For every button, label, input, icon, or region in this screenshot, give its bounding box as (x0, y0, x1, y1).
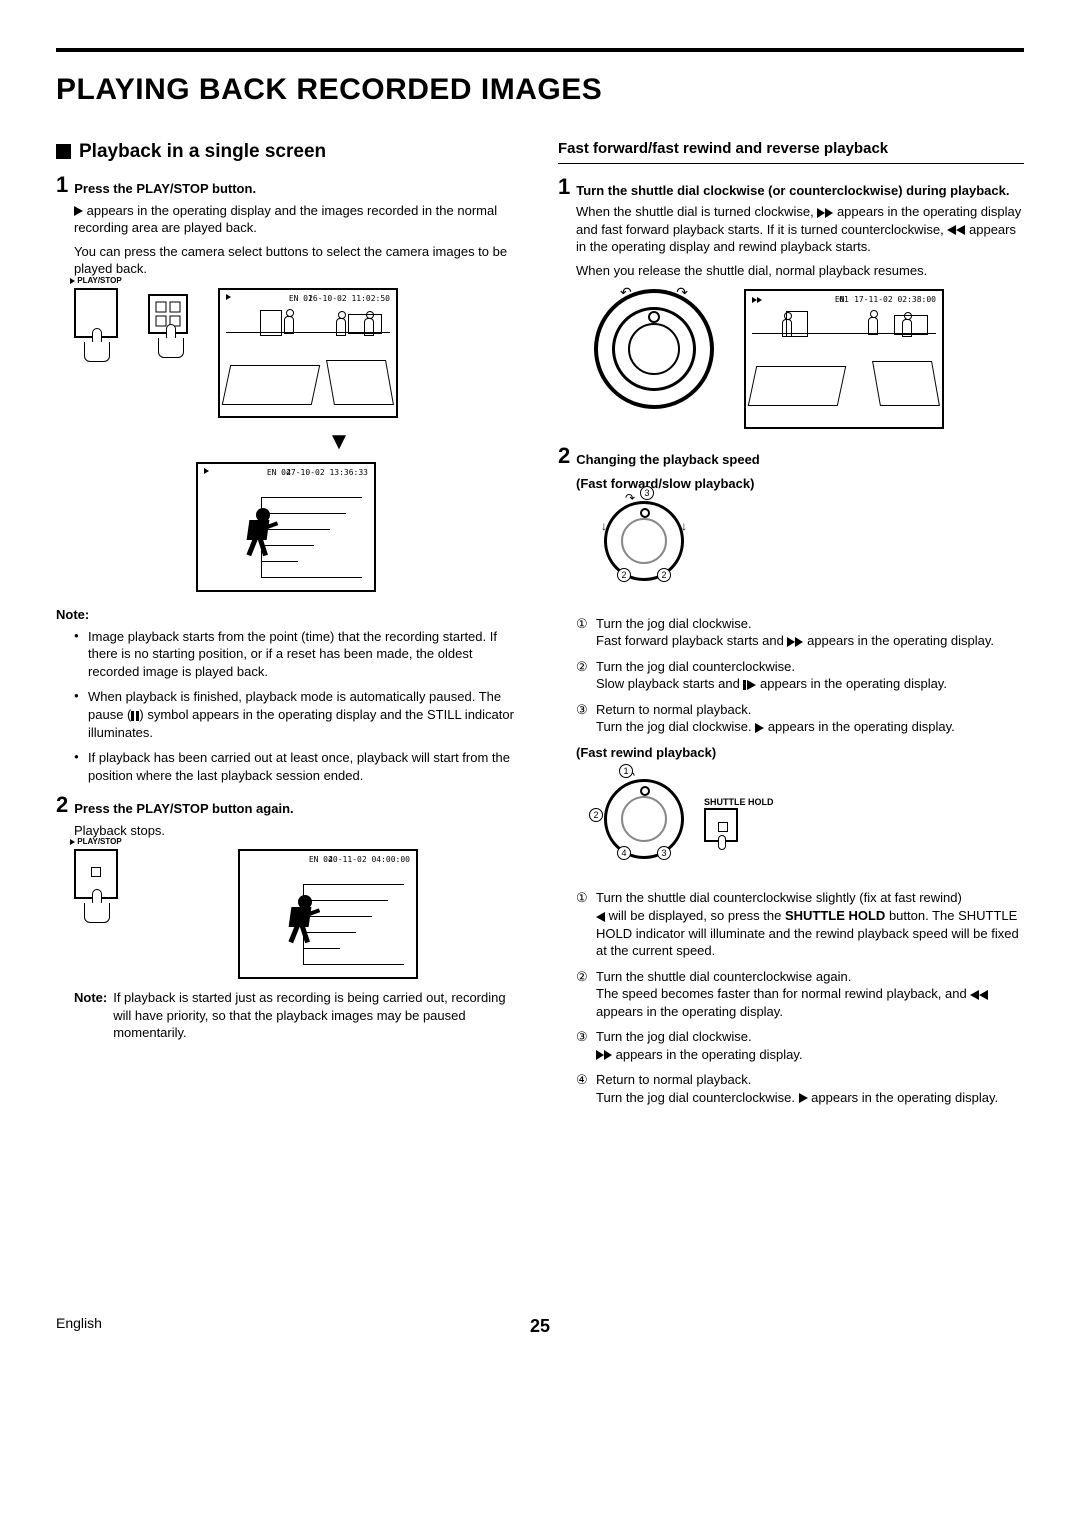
left-step1-body: appears in the operating display and the… (74, 202, 522, 278)
list-item: ①Turn the jog dial clockwise. Fast forwa… (576, 615, 1024, 650)
text: You can press the camera select buttons … (74, 243, 522, 278)
timestamp: 26-10-02 11:02:50 (308, 294, 390, 303)
lang: EN (309, 855, 319, 864)
lang: EN (289, 294, 299, 303)
lang: EN (267, 468, 277, 477)
timestamp: 27-10-02 13:36:33 (286, 468, 368, 477)
playstop-button-illus: PLAY/STOP (74, 288, 118, 338)
down-arrow-icon: ▼ (156, 426, 522, 458)
shuttle-hold-button-illus (704, 808, 738, 842)
note-item: When playback is finished, playback mode… (74, 688, 522, 741)
left-step-2: 2 Press the PLAY/STOP button again. (56, 794, 522, 818)
square-bullet-icon (56, 144, 71, 159)
left-step-1: 1 Press the PLAY/STOP button. (56, 174, 522, 198)
note-text: If playback is started just as recording… (113, 989, 522, 1042)
page-footer: English 25 (56, 1314, 1024, 1338)
list-item: ③Turn the jog dial clockwise. appears in… (576, 1028, 1024, 1063)
shuttle-hold-illus-row: ↶ 1 2 43 SHUTTLE HOLD (576, 769, 1024, 869)
right-subheading: Fast forward/fast rewind and reverse pla… (558, 139, 1024, 164)
note-item: If playback has been carried out at leas… (74, 749, 522, 784)
step-title: Changing the playback speed (576, 445, 760, 469)
playback-screen-1: 01 EN 26-10-02 11:02:50 (218, 288, 398, 418)
step-number: 2 (56, 794, 68, 816)
left-section-header: Playback in a single screen (56, 139, 522, 165)
footer-language: English (56, 1315, 102, 1331)
top-rule (56, 48, 1024, 52)
timestamp: 17-11-02 02:38:00 (854, 295, 936, 304)
two-column-layout: Playback in a single screen 1 Press the … (56, 139, 1024, 1115)
text: When you release the shuttle dial, norma… (576, 262, 1024, 280)
page-title: PLAYING BACK RECORDED IMAGES (56, 70, 1024, 111)
timestamp: 20-11-02 04:00:00 (328, 855, 410, 864)
playback-screen-ff: 01 EN 17-11-02 02:38:00 (744, 289, 944, 429)
list-item: ①Turn the shuttle dial counterclockwise … (576, 889, 1024, 959)
right-step1-body: When the shuttle dial is turned clockwis… (576, 203, 1024, 279)
note-heading: Note: (56, 606, 522, 624)
cam-number: 04 (323, 855, 333, 866)
right-step-2: 2 Changing the playback speed (558, 445, 1024, 469)
play-icon (74, 206, 83, 216)
ff-steps-list: ①Turn the jog dial clockwise. Fast forwa… (576, 615, 1024, 736)
list-item: ④Return to normal playback. Turn the jog… (576, 1071, 1024, 1106)
jog-dial-illus-2: ↶ 1 2 43 (604, 779, 684, 859)
page-number: 25 (530, 1314, 550, 1338)
step-number: 1 (56, 174, 68, 196)
camera-select-illus (148, 294, 188, 334)
list-item: ②Turn the jog dial counterclockwise. Slo… (576, 658, 1024, 693)
right-illus-row-1: ↶↷ 01 EN 17-11-02 02:38:00 (576, 289, 1024, 429)
note-item: Image playback starts from the point (ti… (74, 628, 522, 681)
button-label: PLAY/STOP (77, 276, 121, 285)
left-section-title: Playback in a single screen (79, 139, 326, 165)
cam-number: 01 (839, 295, 849, 306)
left-illus-row-2: PLAY/STOP 04 EN 20-11-02 04:00:00 (74, 849, 522, 979)
fr-subhead: (Fast rewind playback) (576, 744, 1024, 762)
cam-number: 04 (281, 468, 291, 479)
list-item: ③Return to normal playback. Turn the jog… (576, 701, 1024, 736)
note-list: Image playback starts from the point (ti… (74, 628, 522, 784)
left-illus-row-1: PLAY/STOP 01 EN 26-10-02 11:02:50 (74, 288, 522, 418)
left-step2-body: Playback stops. (74, 822, 522, 840)
text: appears in the operating display and the… (74, 203, 497, 236)
inline-note: Note: If playback is started just as rec… (74, 989, 522, 1042)
text: Playback stops. (74, 822, 522, 840)
left-column: Playback in a single screen 1 Press the … (56, 139, 522, 1115)
fr-steps-list: ①Turn the shuttle dial counterclockwise … (576, 889, 1024, 1106)
step-title: Press the PLAY/STOP button again. (74, 794, 293, 818)
list-item: ②Turn the shuttle dial counterclockwise … (576, 968, 1024, 1021)
step-number: 2 (558, 445, 570, 467)
right-column: Fast forward/fast rewind and reverse pla… (558, 139, 1024, 1115)
right-step-1: 1 Turn the shuttle dial clockwise (or co… (558, 176, 1024, 200)
step-title: Turn the shuttle dial clockwise (or coun… (576, 176, 1009, 200)
jog-dial-illus: ↷↓↓ 223 (604, 501, 684, 581)
playback-screen-3: 04 EN 20-11-02 04:00:00 (238, 849, 418, 979)
step-number: 1 (558, 176, 570, 198)
step-title: Press the PLAY/STOP button. (74, 174, 256, 198)
playstop-button-illus-2: PLAY/STOP (74, 849, 118, 899)
cam-number: 01 (303, 294, 313, 305)
note-label: Note: (74, 989, 107, 1042)
shuttle-hold-label: SHUTTLE HOLD (704, 796, 774, 808)
playback-screen-2: 04 EN 27-10-02 13:36:33 (196, 462, 376, 592)
shuttle-dial-illus: ↶↷ (594, 289, 714, 409)
button-label: PLAY/STOP (77, 837, 121, 846)
pause-icon (131, 711, 139, 721)
